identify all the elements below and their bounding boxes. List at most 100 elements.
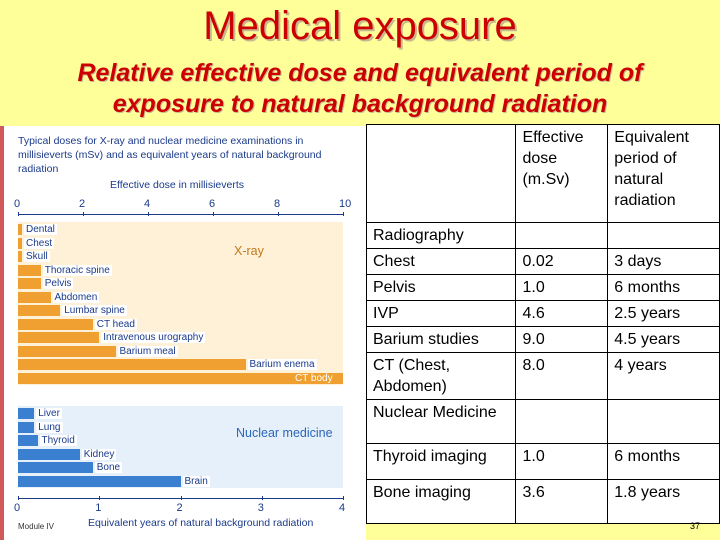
xray-bar <box>18 372 343 384</box>
top-tick-mark <box>148 212 149 216</box>
top-axis-title: Effective dose in millisieverts <box>110 179 245 191</box>
nm-bar-label: Liver <box>36 408 62 419</box>
bottom-tick-label: 1 <box>95 502 102 514</box>
dose-cell: 3.6 <box>515 479 609 524</box>
exam-cell: IVP <box>365 300 517 327</box>
bottom-tick-mark <box>261 496 263 500</box>
xray-bar-label: CT body <box>295 372 333 384</box>
xray-area <box>18 222 343 385</box>
section-empty-cell <box>607 399 720 444</box>
xray-bar <box>18 291 51 303</box>
xray-bar-label: Barium enema <box>247 359 317 370</box>
top-tick-mark <box>278 212 279 216</box>
table-row: Thyroid imaging 1.0 6 months <box>365 443 720 480</box>
nm-bar <box>18 408 35 419</box>
xray-label: X-ray <box>234 244 264 258</box>
nm-bar <box>18 435 38 446</box>
nm-bar <box>18 462 93 473</box>
table-header-row: Effective dose (m.Sv) Equivalent period … <box>365 124 720 223</box>
xray-bar <box>18 264 41 276</box>
nm-bar <box>18 448 80 460</box>
exam-cell: CT (Chest, Abdomen) <box>365 352 517 400</box>
dose-table: Effective dose (m.Sv) Equivalent period … <box>365 124 720 524</box>
xray-bar <box>18 224 22 235</box>
nm-label: Nuclear medicine <box>236 426 333 440</box>
bottom-tick-label: 3 <box>257 502 264 514</box>
bottom-tick-mark <box>99 496 101 500</box>
table-row: Pelvis 1.0 6 months <box>365 274 720 301</box>
top-tick-label: 4 <box>144 198 151 210</box>
nm-bar-label: Lung <box>36 421 63 433</box>
xray-bar <box>18 278 41 289</box>
exam-cell: Bone imaging <box>365 479 517 524</box>
nm-bar-label: Kidney <box>81 448 117 460</box>
top-tick-label: 0 <box>14 198 21 210</box>
dose-cell: 4.6 <box>515 300 609 327</box>
exam-cell: Pelvis <box>365 274 517 301</box>
period-cell: 4.5 years <box>607 326 720 353</box>
top-tick-mark <box>83 212 84 216</box>
nm-bar-label: Thyroid <box>39 435 77 446</box>
section-empty-cell <box>515 222 609 249</box>
xray-bar-label: Barium meal <box>117 345 178 357</box>
page-title: Medical exposure <box>203 4 517 48</box>
bottom-tick-label: 4 <box>339 502 346 514</box>
xray-bar <box>18 318 93 330</box>
page-subtitle: Relative effective dose and equivalent p… <box>0 58 720 120</box>
figure-caption: Typical doses for X-ray and nuclear medi… <box>18 134 348 176</box>
footer-label: Module IV <box>18 522 55 531</box>
table-row: Chest 0.02 3 days <box>365 248 720 275</box>
bottom-axis-title: Equivalent years of natural background r… <box>88 517 314 529</box>
caption-line-3: radiation <box>18 163 59 175</box>
period-cell: 1.8 years <box>607 479 720 524</box>
top-tick-mark <box>213 212 214 216</box>
xray-bar <box>18 305 61 316</box>
top-tick-label: 6 <box>209 198 216 210</box>
dose-cell: 0.02 <box>515 248 609 275</box>
section-empty-cell <box>515 399 609 444</box>
dose-cell: 1.0 <box>515 443 609 480</box>
nm-bar <box>18 475 181 487</box>
caption-line-1: Typical doses for X-ray and nuclear medi… <box>18 135 304 147</box>
period-cell: 4 years <box>607 352 720 400</box>
table-row: CT (Chest, Abdomen) 8.0 4 years <box>365 352 720 400</box>
bottom-tick-mark <box>180 496 182 500</box>
bottom-tick-label: 0 <box>14 502 21 514</box>
table-header-dose: Effective dose (m.Sv) <box>515 124 609 223</box>
dose-cell: 9.0 <box>515 326 609 353</box>
xray-bar <box>18 251 22 262</box>
subtitle-line-2: exposure to natural background radiation <box>112 90 608 118</box>
xray-bar-label: Skull <box>24 251 50 262</box>
section-title: Radiography <box>365 222 517 249</box>
top-tick-label: 2 <box>79 198 86 210</box>
bottom-tick-mark <box>343 496 344 500</box>
period-cell: 6 months <box>607 274 720 301</box>
figure-accent-bar <box>0 126 4 540</box>
xray-bar-label: Intravenous urography <box>101 332 206 343</box>
table-row: Barium studies 9.0 4.5 years <box>365 326 720 353</box>
top-axis-line <box>18 214 343 215</box>
table-row: Bone imaging 3.6 1.8 years <box>365 479 720 524</box>
table-section-row: Nuclear Medicine <box>365 399 720 444</box>
period-cell: 2.5 years <box>607 300 720 327</box>
top-tick-label: 10 <box>339 198 352 210</box>
table-row: IVP 4.6 2.5 years <box>365 300 720 327</box>
top-tick-label: 8 <box>274 198 281 210</box>
xray-bar-label: Chest <box>24 237 55 249</box>
xray-bar-label: Dental <box>24 224 57 235</box>
xray-bar-label: Thoracic spine <box>42 264 112 276</box>
nm-bar-label: Brain <box>182 475 210 487</box>
xray-bar <box>18 332 100 343</box>
period-cell: 6 months <box>607 443 720 480</box>
xray-bar <box>18 345 116 357</box>
exam-cell: Barium studies <box>365 326 517 353</box>
section-empty-cell <box>607 222 720 249</box>
xray-bar <box>18 237 22 249</box>
bottom-tick-label: 2 <box>176 502 183 514</box>
period-cell: 3 days <box>607 248 720 275</box>
nm-area <box>18 406 343 488</box>
xray-bar-label: CT head <box>94 318 137 330</box>
xray-bar-label: Abdomen <box>52 291 100 303</box>
dose-cell: 1.0 <box>515 274 609 301</box>
exam-cell: Chest <box>365 248 517 275</box>
